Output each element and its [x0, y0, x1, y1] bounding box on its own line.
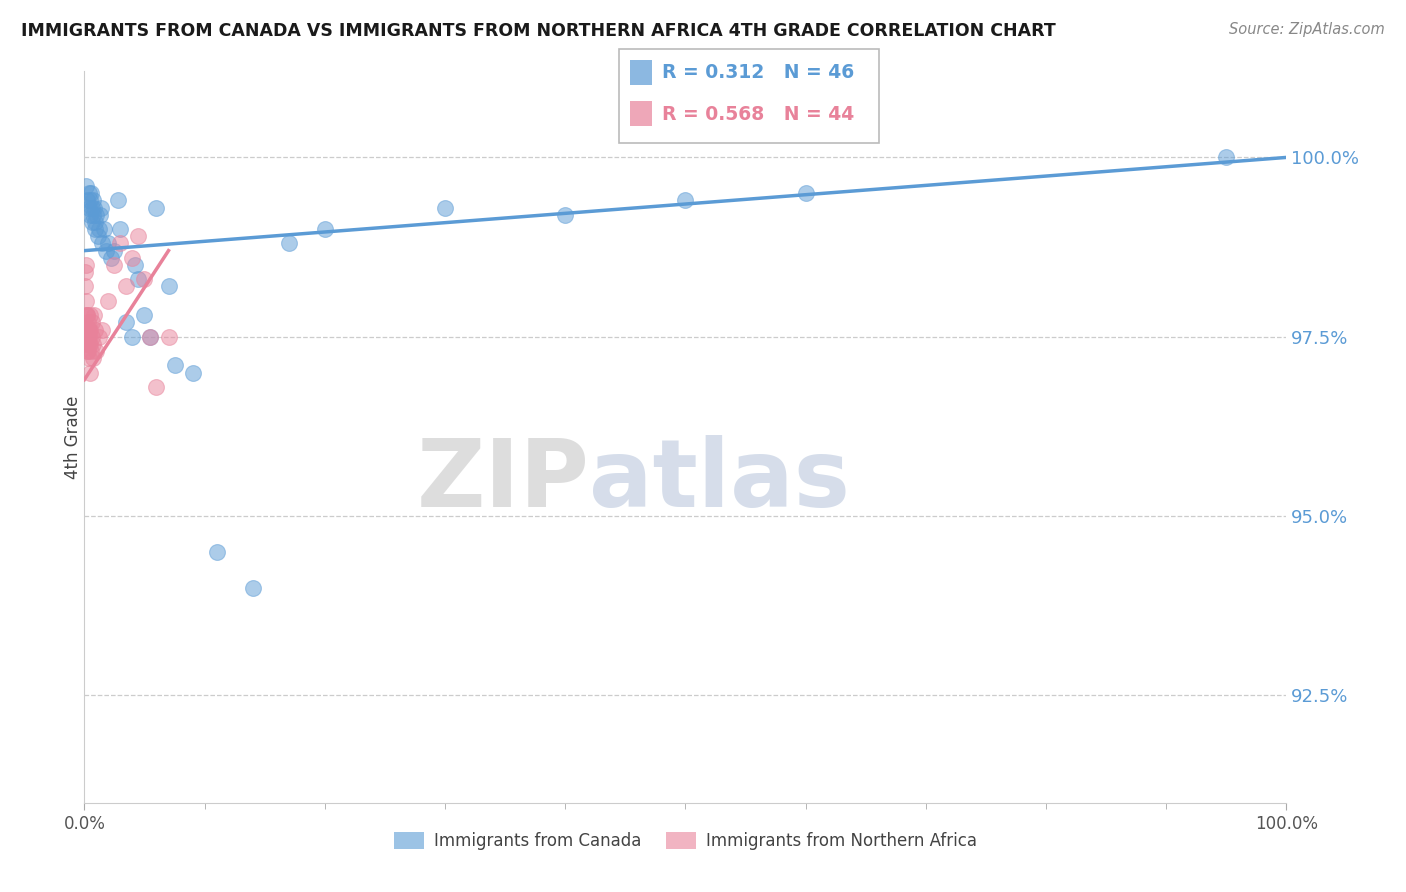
Point [145, 201, 167, 215]
Point [675, 194, 697, 208]
Point [76, 194, 98, 208]
Point [115, 279, 138, 293]
Point [76, 336, 98, 351]
Point [76, 308, 98, 322]
Point [205, 545, 228, 559]
Point [76, 308, 98, 322]
Point [127, 272, 149, 286]
Point [242, 581, 264, 595]
Point [89, 208, 111, 222]
Point [134, 308, 156, 322]
Point [115, 315, 138, 329]
Point [77, 201, 100, 215]
Point [87, 329, 110, 343]
Point [76, 344, 98, 359]
Point [80, 344, 103, 359]
Point [103, 244, 125, 258]
Point [76, 329, 98, 343]
Legend: Immigrants from Canada, Immigrants from Northern Africa: Immigrants from Canada, Immigrants from … [387, 825, 984, 856]
Point [107, 194, 129, 208]
Point [80, 201, 103, 215]
Point [277, 236, 299, 251]
Text: R = 0.568   N = 44: R = 0.568 N = 44 [662, 105, 855, 124]
Point [79, 308, 101, 322]
Point [314, 222, 336, 236]
Point [76, 322, 98, 336]
Point [73, 265, 96, 279]
Point [434, 201, 457, 215]
Point [93, 222, 115, 236]
Point [77, 322, 100, 336]
Point [124, 258, 146, 272]
Text: IMMIGRANTS FROM CANADA VS IMMIGRANTS FROM NORTHERN AFRICA 4TH GRADE CORRELATION : IMMIGRANTS FROM CANADA VS IMMIGRANTS FRO… [21, 22, 1056, 40]
Point [82, 208, 104, 222]
Point [134, 272, 156, 286]
Point [554, 208, 576, 222]
Point [121, 251, 143, 265]
Point [100, 251, 122, 265]
Point [157, 329, 180, 343]
Point [181, 366, 204, 380]
Point [86, 208, 108, 222]
Point [84, 215, 107, 229]
Point [90, 201, 112, 215]
Point [77, 186, 100, 201]
Text: ZIP: ZIP [416, 435, 589, 527]
Point [94, 244, 117, 258]
Point [82, 194, 104, 208]
Point [145, 380, 167, 394]
Text: Source: ZipAtlas.com: Source: ZipAtlas.com [1229, 22, 1385, 37]
Point [75, 279, 97, 293]
Point [91, 322, 114, 336]
Point [75, 322, 97, 336]
Point [75, 179, 97, 194]
Point [1215, 150, 1237, 164]
Point [77, 315, 100, 329]
Y-axis label: 4th Grade: 4th Grade [65, 395, 82, 479]
Point [82, 336, 104, 351]
Point [79, 366, 101, 380]
Text: R = 0.312   N = 46: R = 0.312 N = 46 [662, 63, 855, 82]
Point [80, 186, 103, 201]
Point [86, 344, 108, 359]
Point [79, 322, 101, 336]
Point [110, 236, 132, 251]
Point [80, 329, 103, 343]
Point [86, 229, 108, 244]
Point [77, 351, 100, 366]
Point [127, 229, 149, 244]
Point [139, 329, 162, 343]
Point [75, 293, 97, 308]
Point [84, 322, 107, 336]
Point [87, 222, 110, 236]
Point [83, 308, 105, 322]
Point [110, 222, 132, 236]
Point [75, 308, 97, 322]
Point [163, 359, 186, 373]
Point [794, 186, 817, 201]
Point [75, 258, 97, 272]
Point [79, 208, 101, 222]
Point [82, 315, 104, 329]
Point [83, 222, 105, 236]
Point [77, 322, 100, 336]
Point [97, 293, 120, 308]
Text: atlas: atlas [589, 435, 851, 527]
Point [82, 351, 104, 366]
Point [77, 329, 100, 343]
Point [103, 258, 125, 272]
Point [83, 201, 105, 215]
Point [79, 194, 101, 208]
Point [76, 329, 98, 343]
Point [139, 329, 162, 343]
Point [121, 329, 143, 343]
Point [77, 336, 100, 351]
Point [91, 236, 114, 251]
Point [79, 336, 101, 351]
Point [157, 279, 180, 293]
Point [97, 236, 120, 251]
Point [77, 344, 100, 359]
Point [82, 215, 104, 229]
